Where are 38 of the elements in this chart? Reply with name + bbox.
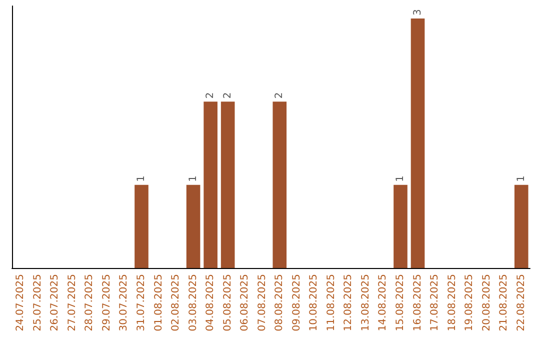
x-tick-label: 21.08.2025 — [498, 274, 510, 332]
x-tick-label: 13.08.2025 — [360, 274, 372, 332]
x-tick-label: 12.08.2025 — [343, 274, 354, 332]
x-tick-label: 15.08.2025 — [395, 274, 406, 332]
data-label: 1 — [188, 175, 199, 182]
x-tick-label: 25.07.2025 — [32, 274, 44, 332]
x-tick-label: 24.07.2025 — [15, 274, 26, 332]
data-label: 1 — [136, 175, 147, 182]
data-label: 2 — [274, 92, 286, 99]
x-tick-label: 02.08.2025 — [170, 274, 182, 332]
x-tick-label: 07.08.2025 — [256, 274, 268, 332]
x-tick-label: 17.08.2025 — [430, 274, 441, 332]
x-tick-label: 31.07.2025 — [136, 274, 147, 332]
x-tick-label: 14.08.2025 — [378, 274, 389, 332]
data-label: 3 — [412, 9, 424, 16]
x-tick-label: 30.07.2025 — [118, 274, 130, 332]
x-tick-label: 22.08.2025 — [516, 274, 527, 332]
x-tick-label: 11.08.2025 — [326, 274, 337, 332]
x-tick-label: 29.07.2025 — [101, 274, 112, 332]
x-tick-label: 08.08.2025 — [274, 274, 286, 332]
x-tick-label: 28.07.2025 — [84, 274, 96, 332]
x-tick-label: 27.07.2025 — [66, 274, 78, 332]
x-tick-label: 01.08.2025 — [153, 274, 164, 332]
x-tick-label: 04.08.2025 — [205, 274, 216, 332]
x-tick-label: 19.08.2025 — [464, 274, 476, 332]
x-tick-label: 10.08.2025 — [308, 274, 320, 332]
x-tick-label: 26.07.2025 — [50, 274, 61, 332]
data-label: 2 — [222, 92, 234, 99]
x-tick-label: 18.08.2025 — [446, 274, 458, 332]
data-label: 2 — [205, 92, 216, 99]
data-label: 1 — [516, 175, 527, 182]
data-label: 1 — [395, 175, 406, 182]
x-tick-label: 20.08.2025 — [481, 274, 492, 332]
x-tick-label: 05.08.2025 — [222, 274, 234, 332]
x-tick-label: 03.08.2025 — [188, 274, 199, 332]
x-tick-label: 09.08.2025 — [291, 274, 302, 332]
x-tick-label: 16.08.2025 — [412, 274, 424, 332]
x-tick-label: 06.08.2025 — [240, 274, 251, 332]
